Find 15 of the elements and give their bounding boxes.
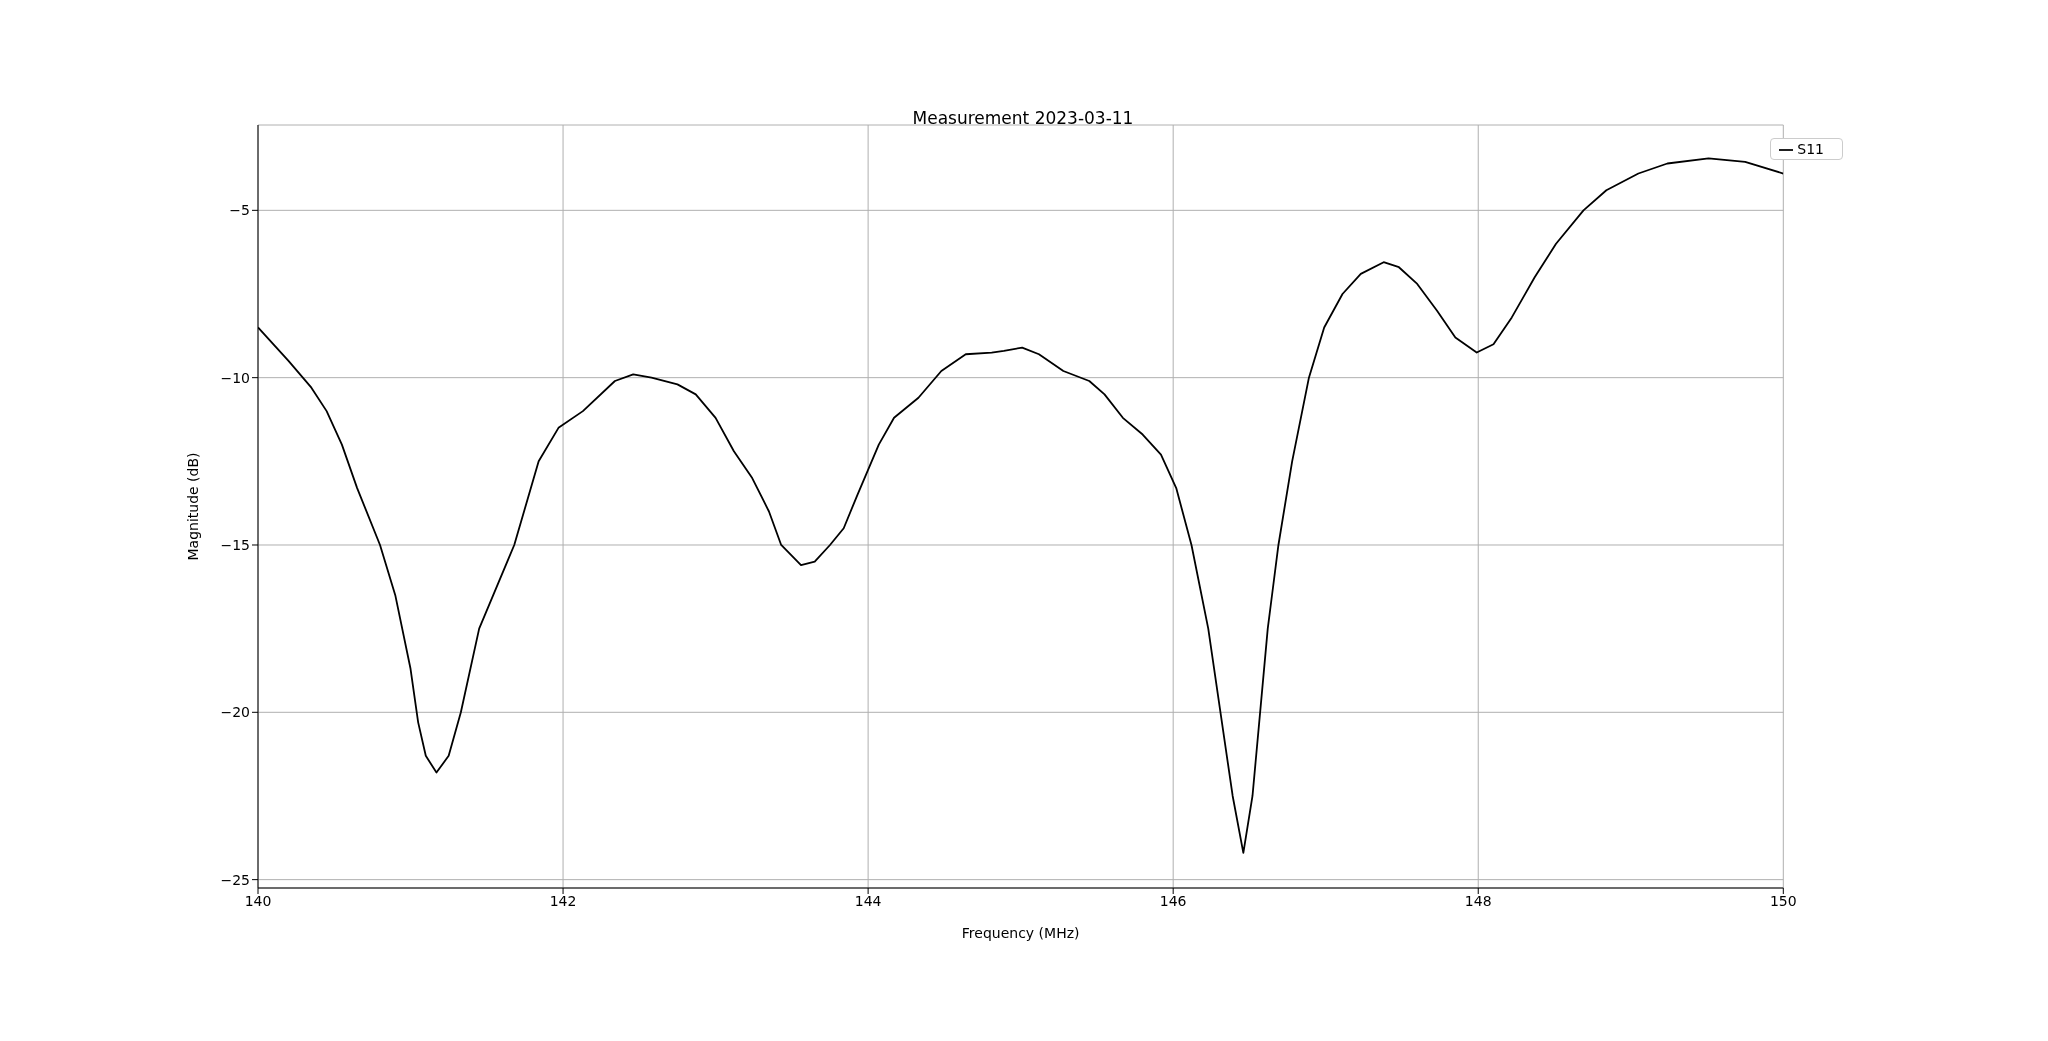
- y-tick-label: −15: [220, 536, 250, 553]
- y-tick-label: −10: [220, 369, 250, 386]
- y-tick-label: −20: [220, 704, 250, 721]
- chart-title: Measurement 2023-03-11: [911, 108, 1135, 128]
- y-axis-title: Magnitude (dB): [184, 452, 201, 561]
- x-tick-label: 144: [854, 892, 882, 909]
- x-tick-label: 150: [1769, 892, 1797, 909]
- x-tick-label: 140: [244, 892, 272, 909]
- x-tick-label: 146: [1159, 892, 1187, 909]
- x-tick-label: 142: [549, 892, 577, 909]
- x-axis-title: Frequency (MHz): [961, 925, 1080, 941]
- legend-label: S11: [1797, 141, 1824, 157]
- y-tick-label: −5: [229, 202, 250, 219]
- x-tick-label: 148: [1464, 892, 1492, 909]
- y-tick-label: −25: [220, 871, 250, 888]
